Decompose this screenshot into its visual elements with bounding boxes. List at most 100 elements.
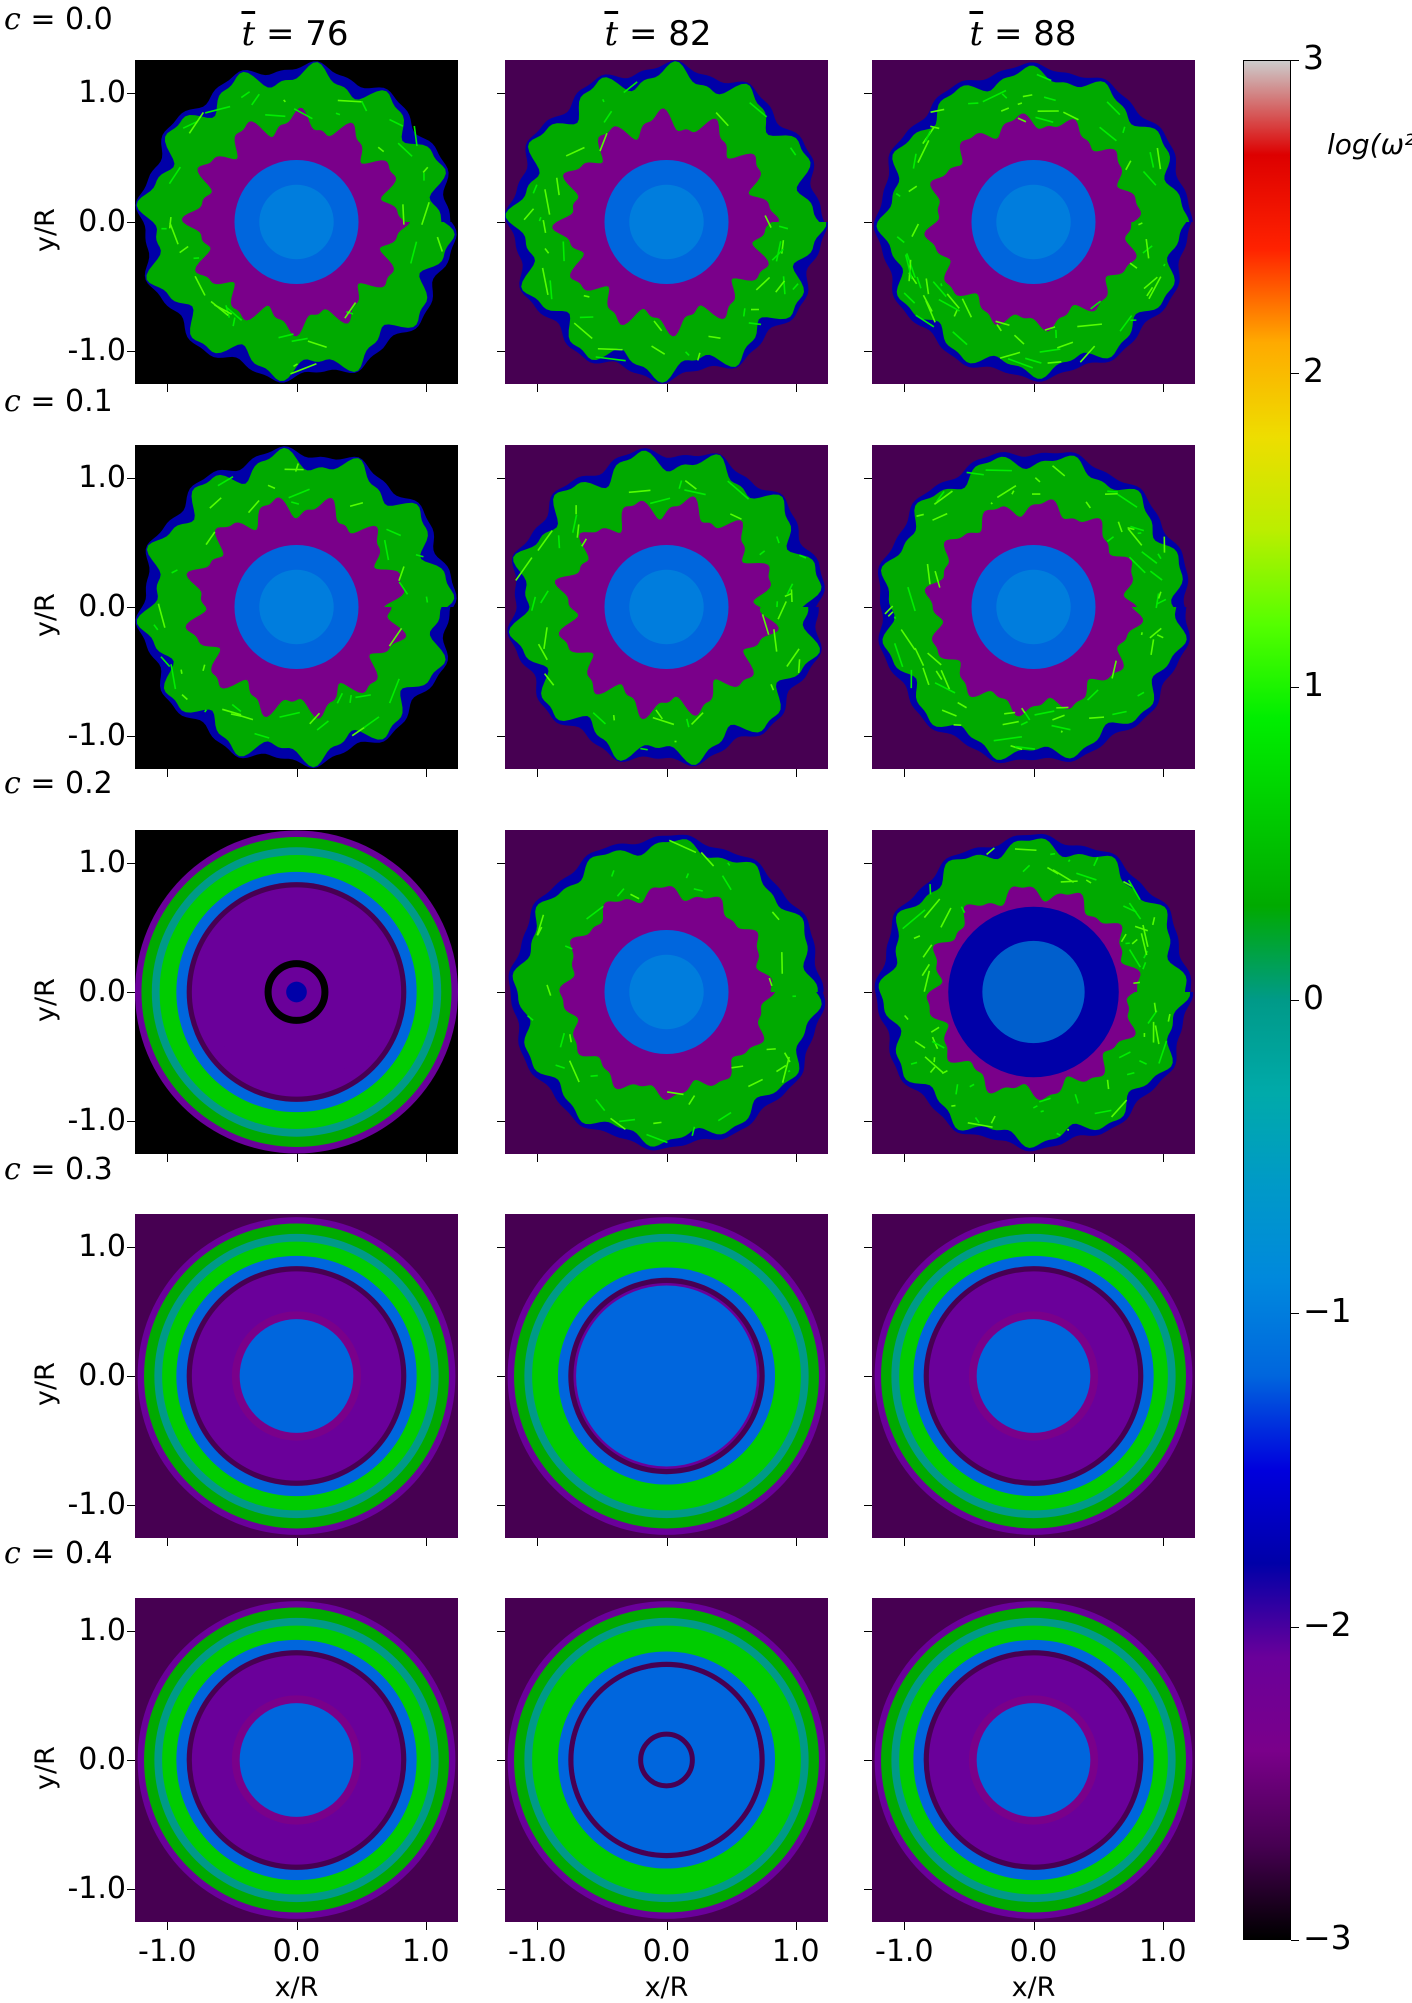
y-tick-mark bbox=[127, 736, 135, 737]
center-spot bbox=[286, 982, 307, 1003]
y-tick-label: -1.0 bbox=[36, 1487, 126, 1522]
heatmap-panel-c0.2-t82 bbox=[505, 830, 828, 1154]
y-tick-mark bbox=[497, 1505, 505, 1506]
y-tick-mark bbox=[127, 1631, 135, 1632]
vortex-core bbox=[977, 1703, 1091, 1817]
y-tick-mark bbox=[497, 1247, 505, 1248]
x-tick-label: -1.0 bbox=[117, 1934, 217, 1969]
vorticity-streak bbox=[1041, 1111, 1044, 1112]
colorbar-tick-mark bbox=[1291, 1000, 1299, 1001]
x-tick-mark bbox=[167, 769, 168, 777]
row-c-value: = 0.1 bbox=[30, 384, 112, 419]
vortex-core bbox=[977, 1319, 1091, 1433]
y-tick-mark bbox=[864, 1889, 872, 1890]
x-tick-mark bbox=[297, 1538, 298, 1546]
x-tick-mark bbox=[667, 384, 668, 392]
colorbar-tick-mark bbox=[1291, 687, 1299, 688]
x-tick-mark bbox=[796, 1538, 797, 1546]
vorticity-streak bbox=[941, 283, 942, 286]
x-tick-mark bbox=[904, 1922, 905, 1930]
heatmap-panel-c0-t82 bbox=[505, 60, 828, 384]
row-c-value: = 0.4 bbox=[30, 1536, 112, 1571]
x-tick-mark bbox=[1163, 1922, 1164, 1930]
y-axis-label: y/R bbox=[30, 1362, 61, 1406]
y-tick-label: -1.0 bbox=[36, 718, 126, 753]
y-tick-mark bbox=[127, 607, 135, 608]
y-tick-label: 1.0 bbox=[36, 845, 126, 880]
x-tick-mark bbox=[426, 1154, 427, 1162]
vorticity-streak bbox=[426, 597, 427, 603]
vorticity-streak bbox=[1107, 491, 1118, 492]
vortex-core-center bbox=[259, 185, 333, 259]
y-tick-label: 1.0 bbox=[36, 75, 126, 110]
column-time-value: = 82 bbox=[629, 14, 712, 54]
vorticity-streak bbox=[1068, 860, 1069, 862]
row-label-1: c = 0.1 bbox=[4, 384, 113, 419]
row-label-4: c = 0.4 bbox=[4, 1536, 113, 1571]
x-tick-mark bbox=[1034, 1922, 1035, 1930]
vorticity-streak bbox=[1089, 717, 1104, 718]
heatmap-panel-c0.3-t82 bbox=[505, 1214, 828, 1538]
x-tick-label: 0.0 bbox=[617, 1934, 717, 1969]
y-tick-mark bbox=[497, 1376, 505, 1377]
y-tick-mark bbox=[864, 1121, 872, 1122]
y-tick-mark bbox=[127, 1376, 135, 1377]
x-tick-mark bbox=[537, 1538, 538, 1546]
x-tick-mark bbox=[426, 1538, 427, 1546]
x-tick-mark bbox=[537, 1922, 538, 1930]
vortex-core-center bbox=[629, 185, 703, 259]
y-tick-mark bbox=[864, 1247, 872, 1248]
vorticity-streak bbox=[1142, 632, 1143, 635]
row-label-0: c = 0.0 bbox=[4, 2, 113, 37]
y-tick-mark bbox=[864, 863, 872, 864]
c-symbol: c bbox=[4, 1536, 21, 1571]
vorticity-streak bbox=[986, 470, 1012, 471]
y-tick-mark bbox=[864, 93, 872, 94]
y-tick-mark bbox=[497, 607, 505, 608]
t-bar-symbol: t bbox=[969, 14, 983, 54]
y-axis-label: y/R bbox=[30, 593, 61, 637]
y-tick-mark bbox=[497, 863, 505, 864]
x-tick-label: 0.0 bbox=[247, 1934, 347, 1969]
x-tick-mark bbox=[904, 769, 905, 777]
vorticity-streak bbox=[563, 241, 564, 261]
y-tick-label: 1.0 bbox=[36, 1613, 126, 1648]
heatmap-panel-c0.4-t82 bbox=[505, 1598, 828, 1922]
t-bar-symbol: t bbox=[604, 14, 618, 54]
x-axis-label: x/R bbox=[974, 1972, 1094, 2003]
heatmap-panel-c0-t88 bbox=[872, 60, 1195, 384]
x-tick-mark bbox=[167, 384, 168, 392]
y-tick-mark bbox=[127, 863, 135, 864]
colorbar-tick-label: 2 bbox=[1303, 351, 1324, 390]
y-tick-mark bbox=[864, 607, 872, 608]
x-tick-mark bbox=[796, 1922, 797, 1930]
column-title-1: t = 82 bbox=[528, 14, 788, 54]
x-tick-mark bbox=[796, 1154, 797, 1162]
x-axis-label: x/R bbox=[237, 1972, 357, 2003]
y-tick-mark bbox=[127, 93, 135, 94]
y-tick-mark bbox=[127, 1121, 135, 1122]
x-tick-label: 0.0 bbox=[984, 1934, 1084, 1969]
heatmap-panel-c0.3-t88 bbox=[872, 1214, 1195, 1538]
y-axis-label: y/R bbox=[30, 1746, 61, 1790]
colorbar-tick-label: −1 bbox=[1303, 1291, 1352, 1330]
vorticity-streak bbox=[991, 503, 992, 504]
y-tick-mark bbox=[497, 992, 505, 993]
colorbar-tick-label: 1 bbox=[1303, 665, 1324, 704]
vortex-core-center bbox=[982, 941, 1084, 1043]
x-tick-mark bbox=[1163, 1538, 1164, 1546]
x-tick-label: -1.0 bbox=[854, 1934, 954, 1969]
x-tick-mark bbox=[537, 384, 538, 392]
c-symbol: c bbox=[4, 2, 21, 37]
vorticity-streak bbox=[1108, 1080, 1109, 1089]
vorticity-streak bbox=[653, 1122, 661, 1123]
heatmap-panel-c0.1-t82 bbox=[505, 445, 828, 769]
x-tick-mark bbox=[796, 384, 797, 392]
x-tick-mark bbox=[426, 769, 427, 777]
colorbar-tick-label: 0 bbox=[1303, 978, 1324, 1017]
vorticity-streak bbox=[403, 204, 404, 224]
x-tick-mark bbox=[537, 769, 538, 777]
vortex-core-center bbox=[629, 570, 703, 644]
colorbar-tick-label: −2 bbox=[1303, 1605, 1352, 1644]
